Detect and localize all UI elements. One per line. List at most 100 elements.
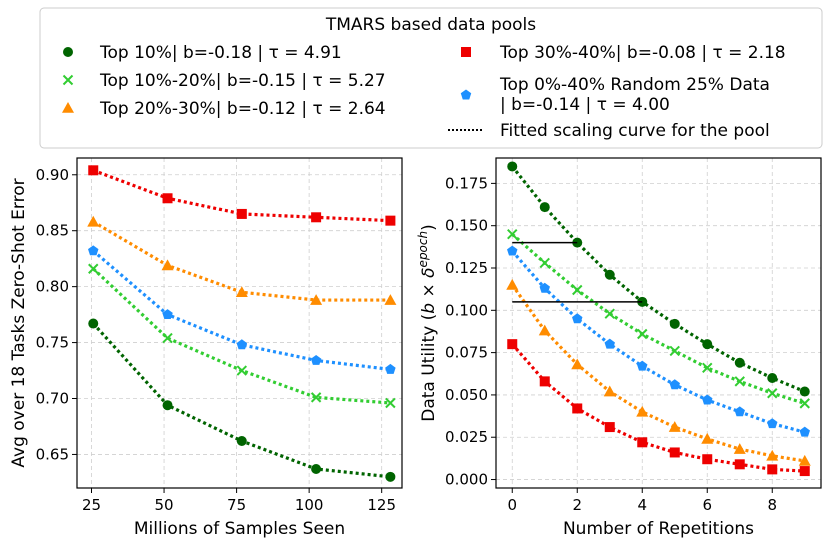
legend-label-s1: Top 10%| b=-0.18 | τ = 4.91	[99, 43, 342, 63]
utility-point-s2-8	[767, 388, 778, 399]
error-point-s1-2	[236, 436, 247, 447]
utility-ytick-label-3: 0.075	[445, 344, 488, 362]
utility-point-s4-5	[669, 447, 680, 458]
error-point-s2-4	[385, 397, 396, 409]
legend-marker-s2	[62, 74, 74, 86]
utility-point-s5-3	[604, 338, 615, 349]
utility-point-s4-2	[572, 403, 583, 414]
utility-point-s4-7	[734, 459, 745, 470]
error-ylabel: Avg over 18 Tasks Zero-Shot Error	[9, 178, 29, 467]
utility-ytick-label-6: 0.150	[445, 217, 488, 235]
error-point-s1-4	[385, 471, 396, 482]
utility-fit-line-s4	[511, 343, 805, 473]
error-axes-frame	[76, 157, 403, 489]
utility-ytick-label-2: 0.050	[445, 386, 488, 404]
utility-point-s5-9	[799, 426, 810, 437]
utility-point-s3-6	[701, 432, 714, 444]
legend-label-fit: Fitted scaling curve for the pool	[500, 121, 770, 141]
legend-marker-s1	[63, 47, 73, 57]
error-xtick-label-3: 100	[295, 496, 324, 514]
error-point-s4-4	[385, 215, 396, 226]
error-point-s3-3	[310, 294, 323, 305]
utility-point-s5-5	[669, 379, 680, 390]
utility-ytick-label-7: 0.175	[445, 174, 488, 192]
error-panel: 25 50 75 100 125 0.65 0.70 0.75 0.80 0.85 0.90 Mill…	[9, 157, 403, 539]
error-point-s1-0	[88, 318, 99, 329]
legend-label-s5-line2: | b=-0.14 | τ = 4.00	[500, 95, 670, 115]
utility-point-s5-0	[507, 245, 518, 256]
error-point-s2-1	[162, 332, 173, 344]
error-point-s2-2	[236, 365, 248, 376]
error-xtick-label-4: 125	[367, 496, 396, 514]
error-ytick-label-3: 0.80	[36, 278, 69, 296]
utility-point-s2-9	[799, 398, 810, 409]
utility-point-s4-0	[507, 339, 518, 350]
error-ytick-label-5: 0.90	[36, 166, 69, 184]
error-point-s5-0	[88, 245, 99, 256]
legend-label-s4: Top 30%-40%| b=-0.08 | τ = 2.18	[499, 43, 786, 63]
utility-axes-frame	[495, 157, 822, 489]
utility-point-s2-2	[572, 284, 583, 296]
error-point-s4-0	[88, 165, 99, 176]
error-point-s2-0	[88, 263, 99, 274]
utility-ytick-label-0: 0.000	[445, 471, 488, 489]
utility-point-s2-4	[637, 328, 648, 340]
utility-point-s3-2	[571, 358, 584, 370]
utility-point-s2-7	[734, 376, 745, 387]
error-point-s4-1	[162, 193, 173, 204]
utility-xtick-label-0: 0	[507, 496, 517, 514]
error-point-s4-2	[236, 208, 247, 219]
error-point-s3-0	[87, 215, 100, 227]
utility-point-s5-6	[702, 394, 713, 405]
utility-point-s3-4	[636, 405, 649, 417]
legend-label-s3: Top 20%-30%| b=-0.12 | τ = 2.64	[99, 99, 386, 119]
utility-point-s3-3	[603, 385, 616, 397]
utility-point-s2-6	[702, 362, 713, 374]
legend-label-s2: Top 10%-20%| b=-0.15 | τ = 5.27	[99, 71, 386, 91]
utility-fit-line-s2	[511, 232, 806, 405]
utility-point-s5-4	[637, 360, 648, 371]
legend-marker-s3	[62, 102, 74, 113]
legend-frame	[39, 7, 823, 149]
error-point-s5-1	[162, 309, 173, 320]
utility-point-s1-1	[539, 202, 550, 213]
utility-point-s5-8	[767, 418, 778, 429]
error-ytick-label-4: 0.85	[36, 222, 69, 240]
error-point-s3-1	[161, 259, 174, 271]
error-ytick-label-2: 0.75	[36, 334, 69, 352]
utility-xtick-label-1: 2	[572, 496, 582, 514]
utility-point-s3-8	[766, 449, 779, 461]
error-point-s5-4	[385, 363, 396, 374]
error-point-s1-3	[311, 463, 322, 474]
error-point-s4-3	[311, 212, 322, 223]
error-point-s5-2	[236, 339, 248, 350]
utility-ytick-label-1: 0.025	[445, 428, 488, 446]
error-xtick-label-1: 50	[155, 496, 174, 514]
utility-point-s3-5	[668, 421, 681, 432]
legend-marker-s4	[461, 47, 471, 57]
utility-xtick-label-2: 4	[637, 496, 647, 514]
utility-panel: 0 2 4 6 8 0.000 0.025 0.050 0.075 0.100 0.125 0.150…	[416, 157, 822, 539]
utility-point-s4-6	[702, 454, 713, 465]
error-point-s1-1	[162, 400, 173, 411]
error-xtick-label-0: 25	[82, 496, 101, 514]
utility-point-s1-0	[507, 161, 518, 172]
legend-marker-s5	[460, 89, 472, 100]
legend-title: TMARS based data pools	[325, 15, 536, 35]
utility-xtick-label-3: 6	[702, 496, 712, 514]
utility-point-s4-9	[799, 466, 810, 477]
legend-label-s5: Top 0%-40% Random 25% Data	[499, 75, 770, 95]
utility-point-s1-7	[734, 357, 745, 368]
utility-point-s1-3	[604, 269, 615, 280]
utility-point-s3-0	[506, 278, 519, 290]
utility-point-s5-7	[734, 406, 745, 417]
utility-point-s1-8	[767, 373, 778, 383]
utility-xlabel: Number of Repetitions	[563, 519, 754, 539]
utility-fit-line-s1	[511, 165, 806, 394]
error-point-s2-3	[310, 392, 322, 403]
utility-point-s2-1	[539, 257, 550, 269]
utility-point-s2-3	[604, 308, 615, 319]
utility-point-s2-0	[507, 228, 518, 240]
